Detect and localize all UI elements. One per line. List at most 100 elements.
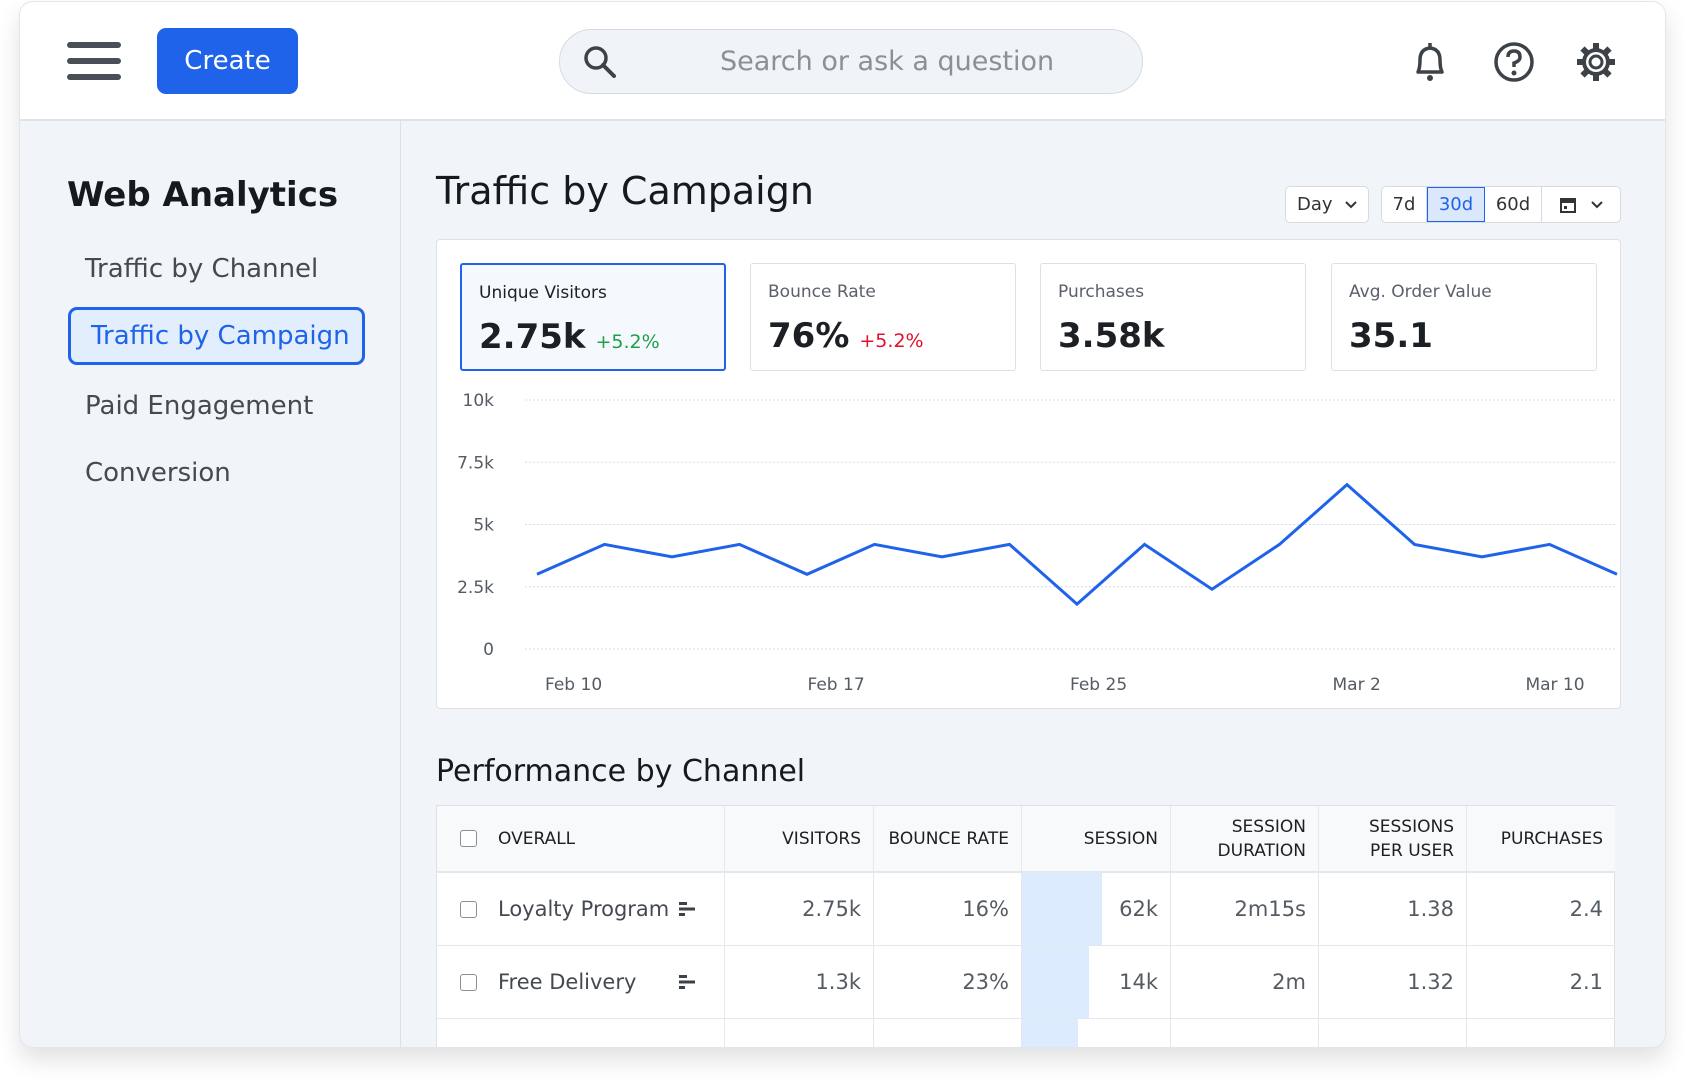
table-title: Performance by Channel bbox=[436, 754, 806, 789]
cell-duration bbox=[1171, 1019, 1319, 1047]
kpi-label: Avg. Order Value bbox=[1349, 282, 1492, 302]
range-60d[interactable]: 60d bbox=[1485, 187, 1542, 222]
search-input[interactable]: Search or ask a question bbox=[559, 29, 1143, 94]
cell-bounce bbox=[874, 1019, 1022, 1047]
cell-value: 1.32 bbox=[1407, 970, 1454, 994]
x-tick-label: Feb 25 bbox=[1070, 675, 1127, 695]
cell-duration: 2m bbox=[1171, 946, 1319, 1019]
column-header-visitors[interactable]: VISITORS bbox=[725, 806, 874, 873]
cell-value: 2m15s bbox=[1234, 897, 1306, 921]
cell-purchases: 2.4 bbox=[1467, 873, 1615, 946]
date-picker-button[interactable] bbox=[1542, 187, 1619, 222]
kpi-unique-visitors[interactable]: Unique Visitors 2.75k +5.2% bbox=[460, 263, 726, 371]
kpi-change: +5.2% bbox=[859, 330, 924, 352]
kpi-bounce-rate[interactable]: Bounce Rate 76% +5.2% bbox=[750, 263, 1016, 371]
cell-value: 2.1 bbox=[1569, 970, 1603, 994]
channel-name: Loyalty Program bbox=[498, 897, 670, 921]
column-header-bounce-rate[interactable]: BOUNCE RATE bbox=[874, 806, 1022, 873]
bell-icon[interactable] bbox=[1410, 40, 1450, 84]
y-tick-label: 5k bbox=[473, 516, 494, 536]
cell-duration: 2m15s bbox=[1171, 873, 1319, 946]
row-checkbox[interactable] bbox=[460, 901, 477, 918]
help-icon[interactable] bbox=[1492, 40, 1536, 84]
y-tick-label: 0 bbox=[483, 640, 494, 660]
kpi-value: 35.1 bbox=[1349, 316, 1433, 356]
column-header-overall[interactable]: OVERALL bbox=[437, 806, 725, 873]
cell-per_user: 1.38 bbox=[1319, 873, 1467, 946]
kpi-value: 76% bbox=[768, 316, 850, 356]
cell-value: 2.4 bbox=[1569, 897, 1603, 921]
cell-name: Loyalty Program bbox=[437, 873, 725, 946]
app-window: Create Search or ask a question Web Anal… bbox=[19, 1, 1666, 1048]
cell-value: 1.3k bbox=[815, 970, 861, 994]
cell-per_user bbox=[1319, 1019, 1467, 1047]
cell-value: 2m bbox=[1272, 970, 1306, 994]
sidebar-item-traffic-by-campaign[interactable]: Traffic by Campaign bbox=[68, 307, 365, 365]
cell-value: 1.38 bbox=[1407, 897, 1454, 921]
cell-per_user: 1.32 bbox=[1319, 946, 1467, 1019]
cell-purchases: 2.1 bbox=[1467, 946, 1615, 1019]
x-tick-label: Feb 17 bbox=[808, 675, 865, 695]
cell-visitors: 1.3k bbox=[725, 946, 874, 1019]
y-tick-label: 7.5k bbox=[457, 453, 494, 473]
series-line bbox=[536, 482, 1618, 607]
kpi-purchases[interactable]: Purchases 3.58k bbox=[1040, 263, 1306, 371]
session-bar bbox=[1022, 1019, 1079, 1047]
range-selector: 7d 30d 60d bbox=[1381, 186, 1621, 223]
cell-name bbox=[437, 1019, 725, 1047]
x-tick-label: Feb 10 bbox=[545, 675, 602, 695]
cell-value: 62k bbox=[1119, 897, 1158, 921]
kpi-label: Unique Visitors bbox=[479, 283, 607, 303]
kpi-value: 3.58k bbox=[1058, 316, 1165, 356]
range-7d[interactable]: 7d bbox=[1382, 187, 1427, 222]
cell-visitors bbox=[725, 1019, 874, 1047]
sidebar: Web Analytics Traffic by Channel Traffic… bbox=[20, 121, 401, 1047]
cell-session bbox=[1022, 1019, 1171, 1047]
cell-value: 14k bbox=[1119, 970, 1158, 994]
granularity-select[interactable]: Day bbox=[1285, 186, 1369, 223]
y-tick-label: 2.5k bbox=[457, 578, 494, 598]
top-bar: Create Search or ask a question bbox=[20, 2, 1665, 121]
x-tick-label: Mar 10 bbox=[1525, 675, 1584, 695]
cell-name: Free Delivery bbox=[437, 946, 725, 1019]
search-placeholder: Search or ask a question bbox=[720, 46, 1055, 77]
cell-bounce: 16% bbox=[874, 873, 1022, 946]
traffic-chart-card: Unique Visitors 2.75k +5.2% Bounce Rate 7… bbox=[436, 239, 1621, 709]
granularity-value: Day bbox=[1297, 194, 1333, 215]
page-title: Traffic by Campaign bbox=[436, 169, 814, 213]
cell-purchases bbox=[1467, 1019, 1615, 1047]
sidebar-item-traffic-by-channel[interactable]: Traffic by Channel bbox=[85, 254, 319, 284]
kpi-avg-order-value[interactable]: Avg. Order Value 35.1 bbox=[1331, 263, 1597, 371]
breakdown-icon[interactable] bbox=[679, 901, 697, 917]
session-bar bbox=[1022, 946, 1089, 1018]
chevron-down-icon bbox=[1344, 200, 1357, 208]
kpi-label: Bounce Rate bbox=[768, 282, 876, 302]
calendar-icon bbox=[1559, 197, 1576, 213]
kpi-change: +5.2% bbox=[595, 331, 660, 353]
kpi-value: 2.75k bbox=[479, 317, 586, 357]
column-header-session[interactable]: SESSION bbox=[1022, 806, 1171, 873]
breakdown-icon[interactable] bbox=[679, 974, 697, 990]
create-button[interactable]: Create bbox=[157, 28, 298, 94]
line-chart: 0 2.5k 5k 7.5k 10k Feb 10 Feb 17 Feb 25 Mar 2 Mar… bbox=[457, 391, 1618, 695]
x-tick-label: Mar 2 bbox=[1333, 675, 1381, 695]
select-all-checkbox[interactable] bbox=[460, 830, 477, 847]
row-checkbox[interactable] bbox=[460, 974, 477, 991]
kpi-label: Purchases bbox=[1058, 282, 1145, 302]
range-30d[interactable]: 30d bbox=[1427, 187, 1485, 222]
cell-value: 23% bbox=[962, 970, 1009, 994]
cell-bounce: 23% bbox=[874, 946, 1022, 1019]
sidebar-title: Web Analytics bbox=[67, 175, 339, 215]
column-header-sessions-per-user[interactable]: SESSIONS PER USER bbox=[1319, 806, 1467, 873]
gear-icon[interactable] bbox=[1574, 40, 1618, 84]
cell-value: 16% bbox=[962, 897, 1009, 921]
session-bar bbox=[1022, 873, 1102, 945]
menu-icon[interactable] bbox=[67, 42, 121, 80]
sidebar-item-paid-engagement[interactable]: Paid Engagement bbox=[85, 391, 314, 421]
channel-name: Free Delivery bbox=[498, 970, 637, 994]
column-header-session-duration[interactable]: SESSION DURATION bbox=[1171, 806, 1319, 873]
sidebar-item-conversion[interactable]: Conversion bbox=[85, 458, 231, 488]
column-header-purchases[interactable]: PURCHASES bbox=[1467, 806, 1615, 873]
cell-session: 62k bbox=[1022, 873, 1171, 946]
chevron-down-icon bbox=[1590, 200, 1603, 208]
